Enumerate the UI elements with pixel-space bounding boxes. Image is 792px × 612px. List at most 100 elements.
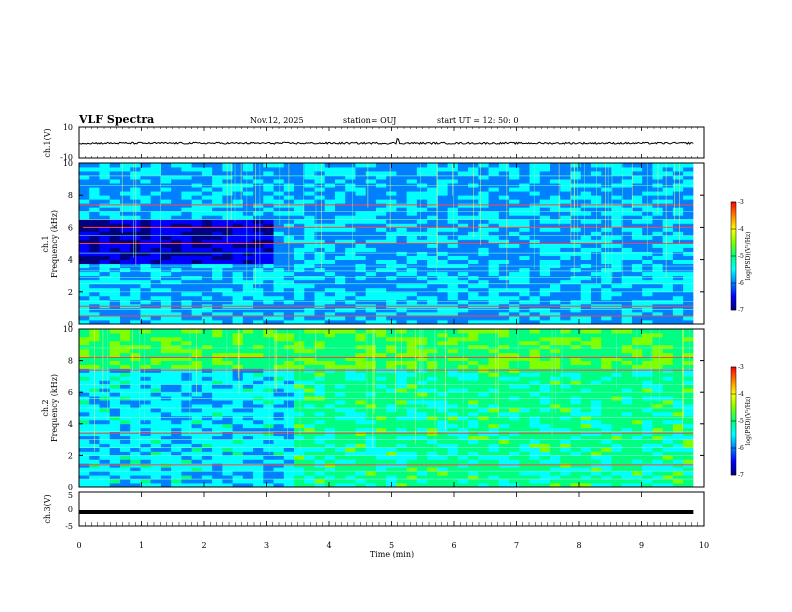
spectrogram-cell [345, 299, 356, 305]
spectrogram-cell [509, 163, 520, 168]
spectrogram-cell [631, 451, 643, 456]
spectrogram-cell [79, 283, 90, 289]
spectrogram-cell [160, 336, 172, 342]
spectrogram-cell [457, 307, 469, 313]
spectrogram-cell [590, 247, 602, 252]
spectrogram-cell [283, 279, 295, 285]
spectrogram-cell [345, 400, 356, 405]
spectrogram-cell [283, 475, 295, 480]
spectrogram-cell [570, 411, 582, 417]
spectrogram-cell [427, 372, 438, 377]
spectrogram-cell [294, 171, 305, 176]
spectrogram-cell [212, 247, 223, 252]
spectrogram-cell [570, 215, 582, 220]
spectrogram-cell [621, 467, 633, 472]
spectrogram-cell [560, 380, 571, 385]
spectrogram-cell [334, 447, 346, 452]
spectrogram-cell [672, 372, 684, 377]
spectrogram-cell [294, 275, 305, 281]
spectrogram-cell [242, 408, 254, 413]
spectrogram-cell [334, 372, 346, 377]
spectrogram-cell [212, 203, 223, 208]
spectrogram-cell [191, 171, 203, 176]
spectrogram-cell [324, 392, 336, 397]
spectrogram-cell [468, 435, 479, 440]
spectrogram-cell [222, 175, 233, 180]
spectrogram-cell [232, 372, 244, 377]
spectrogram-cell [590, 219, 602, 224]
spectrogram-cell [416, 411, 428, 417]
spectrogram-cell [150, 251, 162, 256]
spectrogram-cell [212, 295, 223, 301]
spectrogram-cell [427, 255, 438, 260]
spectrogram-cell [457, 191, 469, 196]
spectrogram-cell [365, 479, 377, 484]
spectrogram-cell [498, 215, 510, 220]
spectrogram-cell [478, 267, 489, 273]
spectrogram-cell [201, 376, 213, 381]
spectrogram-cell [652, 376, 664, 381]
spectrogram-cell [294, 179, 305, 184]
spectrogram-cell [416, 376, 428, 381]
spectrogram-cell [447, 171, 459, 176]
spectrogram-cell [283, 419, 295, 425]
spectrogram-cell [550, 255, 561, 260]
spectrogram-cell [509, 187, 520, 192]
spectrogram-cell [457, 211, 469, 216]
spectrogram-cell [560, 392, 571, 397]
spectrogram-cell [601, 319, 612, 325]
spectrogram-cell [212, 243, 223, 248]
spectrogram-cell [396, 247, 408, 252]
spectrogram-cell [652, 479, 664, 484]
spectrogram-cell [294, 255, 305, 260]
spectrogram-cell [652, 459, 664, 464]
spectrogram-cell [437, 356, 449, 361]
spectrogram-cell [345, 319, 356, 325]
spectrogram-cell [99, 475, 111, 480]
spectrogram-cell [150, 199, 162, 204]
spectrogram-cell [130, 388, 141, 393]
spectrogram-cell [662, 467, 674, 472]
spectrogram-cell [396, 404, 408, 409]
spectrogram-cell [304, 279, 315, 285]
spectrogram-cell [191, 211, 203, 216]
spectrogram-cell [201, 451, 213, 456]
spectrogram-cell [386, 283, 397, 289]
spectrogram-cell [416, 219, 428, 224]
spectrogram-cell [109, 400, 121, 405]
spectrogram-cell [590, 203, 602, 208]
spectrogram-cell [631, 352, 643, 358]
spectrogram-cell [171, 187, 182, 192]
spectrogram-cell [406, 167, 418, 172]
spectrogram-cell [334, 255, 346, 260]
spectrogram-cell [683, 471, 694, 476]
spectrogram-cell [89, 191, 100, 196]
spectrogram-cell [590, 291, 602, 297]
spectrogram-cell [509, 167, 520, 172]
spectrogram-cell [386, 352, 397, 358]
spectrogram-cell [478, 319, 489, 325]
spectrogram-cell [355, 175, 367, 180]
spectrogram-cell [457, 203, 469, 208]
spectrogram-cell [662, 247, 674, 252]
spectrogram-cell [683, 415, 694, 421]
spectrogram-cell [386, 227, 397, 232]
spectrogram-cell [683, 380, 694, 385]
spectrogram-cell [130, 283, 141, 289]
spectrogram-cell [447, 259, 459, 265]
spectrogram-cell [201, 392, 213, 397]
spectrogram-cell [222, 459, 233, 464]
spectrogram-cell [304, 415, 315, 421]
spectrogram-cell [304, 215, 315, 220]
spectrogram-cell [314, 275, 326, 281]
spectrogram-cell [263, 299, 274, 305]
spectrogram-cell [683, 479, 694, 484]
spectrogram-cell [232, 431, 244, 437]
spectrogram-cell [99, 459, 111, 464]
spectrogram-cell [160, 279, 172, 285]
spectrogram-cell [242, 439, 254, 444]
spectrogram-cell [642, 332, 653, 338]
spectrogram-cell [345, 435, 356, 440]
spectrogram-cell [263, 219, 274, 224]
spectrogram-cell [201, 163, 213, 168]
